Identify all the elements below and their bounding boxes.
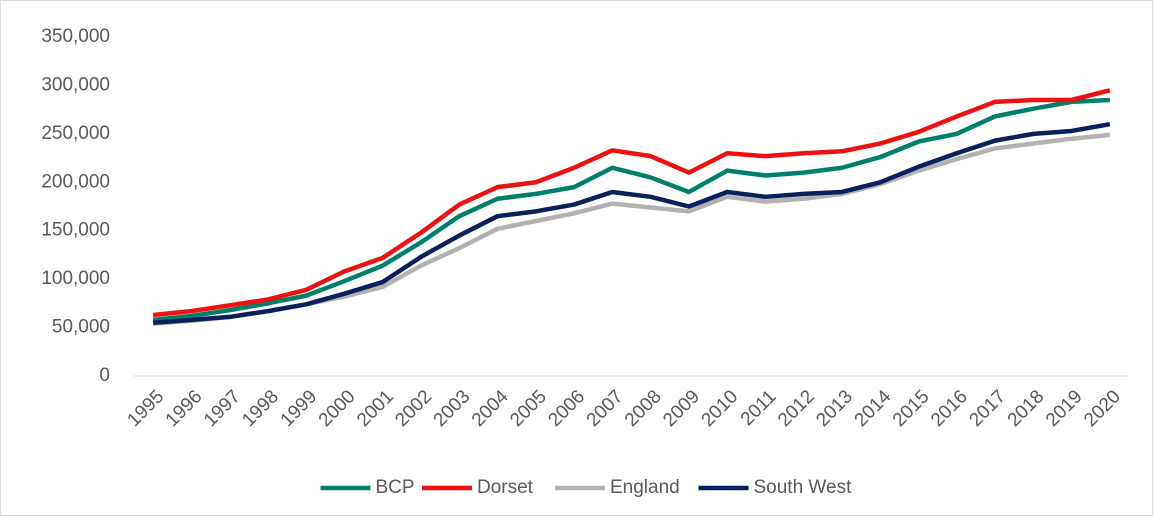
legend-label: BCP (376, 477, 415, 498)
line-series (152, 88, 1111, 318)
y-tick-label: 350,000 (41, 26, 110, 47)
line-series (152, 121, 1111, 325)
legend-label: England (610, 477, 680, 498)
y-tick-label: 50,000 (52, 317, 110, 338)
y-tick-label: 200,000 (41, 171, 110, 192)
y-tick-label: 300,000 (41, 74, 110, 95)
line-series (152, 97, 1110, 323)
y-tick-label: 0 (99, 365, 110, 386)
y-tick-label: 150,000 (41, 220, 110, 241)
y-tick-label: 250,000 (41, 123, 110, 144)
legend-label: South West (754, 477, 853, 498)
legend-label: Dorset (477, 477, 534, 498)
y-tick-label: 100,000 (41, 268, 110, 289)
